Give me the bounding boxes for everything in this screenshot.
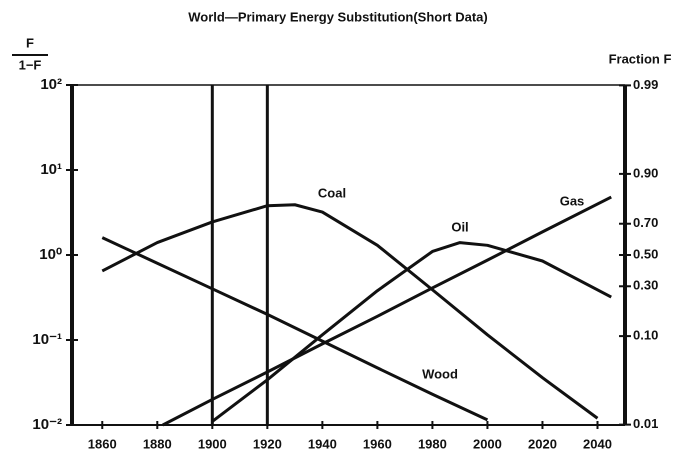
chart-title: World—Primary Energy Substitution(Short … bbox=[188, 9, 488, 24]
curve-label: Oil bbox=[451, 219, 468, 234]
y-label-numerator: F bbox=[26, 35, 34, 50]
x-tick-label: 1900 bbox=[198, 436, 227, 451]
y2-tick-label: 0.01 bbox=[633, 416, 658, 431]
curve-label: Coal bbox=[318, 185, 346, 200]
y2-label: Fraction F bbox=[609, 51, 672, 66]
y-tick-label: 10¹ bbox=[40, 161, 62, 178]
y-tick-label: 10⁻² bbox=[32, 416, 62, 433]
x-tick-label: 2040 bbox=[583, 436, 612, 451]
y-tick-label: 10² bbox=[40, 76, 62, 93]
y-label-denominator: 1−F bbox=[19, 57, 42, 72]
x-tick-label: 1940 bbox=[308, 436, 337, 451]
x-tick-label: 1920 bbox=[253, 436, 282, 451]
y2-tick-label: 0.30 bbox=[633, 278, 658, 293]
x-tick-label: 1980 bbox=[418, 436, 447, 451]
y2-tick-label: 0.99 bbox=[633, 77, 658, 92]
y2-tick-label: 0.90 bbox=[633, 165, 658, 180]
curve-label: Wood bbox=[422, 366, 458, 381]
y2-tick-label: 0.10 bbox=[633, 328, 658, 343]
x-tick-label: 1880 bbox=[143, 436, 172, 451]
x-tick-label: 1860 bbox=[88, 436, 117, 451]
y-tick-label: 10⁰ bbox=[39, 246, 62, 263]
series-line bbox=[162, 195, 612, 427]
y-tick-label: 10⁻¹ bbox=[32, 331, 62, 348]
x-tick-label: 2020 bbox=[528, 436, 557, 451]
series-line bbox=[211, 241, 612, 423]
y2-tick-label: 0.70 bbox=[633, 215, 658, 230]
curve-label: Gas bbox=[560, 193, 585, 208]
x-tick-label: 1960 bbox=[363, 436, 392, 451]
x-tick-label: 2000 bbox=[473, 436, 502, 451]
y2-tick-label: 0.50 bbox=[633, 246, 658, 261]
series-line bbox=[101, 236, 489, 422]
series-line bbox=[101, 203, 599, 420]
